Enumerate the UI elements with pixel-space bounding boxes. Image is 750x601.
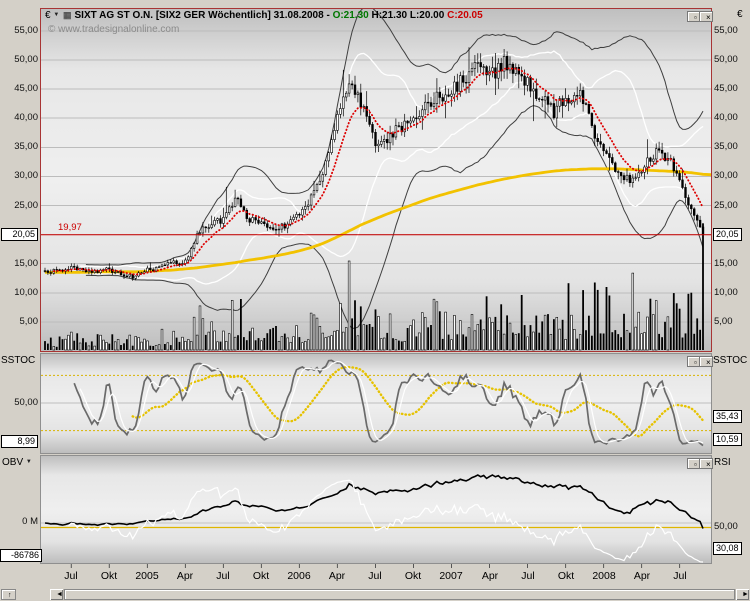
price-y-tick-label: 55,00 <box>14 24 38 36</box>
chevron-down-icon: ▼ <box>25 459 32 465</box>
pane-up-button[interactable]: ↑ <box>1 589 16 600</box>
chevron-down-icon: ▼ <box>53 12 60 18</box>
obv-rsi-panel[interactable] <box>40 455 712 564</box>
price-y-tick-label: 50,00 <box>714 54 738 65</box>
scroll-right-button[interactable]: ► <box>736 589 749 600</box>
time-axis-label: Okt <box>100 570 118 582</box>
price-y-tick-label: 40,00 <box>714 112 738 124</box>
time-axis-label: Okt <box>404 570 422 582</box>
time-axis-label: 2008 <box>592 570 616 582</box>
price-y-tick-label: 40,00 <box>14 112 38 124</box>
price-y-tick-label: 25,00 <box>14 199 38 211</box>
stochastic-panel[interactable] <box>40 353 712 454</box>
stoch-label-left: SSTOC <box>1 355 36 366</box>
time-axis-label: Jul <box>521 570 535 582</box>
stoch-y-tick-label: 50,00 <box>14 397 38 408</box>
chart-title: ▦ SIXT AG ST O.N. [SIX2 GER Wöchentlich] … <box>63 10 483 21</box>
time-axis-label: Jul <box>64 570 78 582</box>
time-axis-label: 2005 <box>135 570 159 582</box>
time-axis-label: Apr <box>633 570 651 582</box>
price-y-tick-label: 45,00 <box>714 83 738 95</box>
time-axis-label: Jul <box>673 570 687 582</box>
time-axis-label: 2006 <box>287 570 311 582</box>
time-axis-label: Jul <box>368 570 382 582</box>
price-y-tick-label: 50,00 <box>14 54 38 65</box>
price-badge-right: 20,05 <box>713 228 742 241</box>
price-badge-left: 20,05 <box>1 228 38 241</box>
rsi-value-badge: 30,08 <box>713 542 742 555</box>
price-y-tick-label: 30,00 <box>714 170 738 182</box>
price-y-tick-label: 10,00 <box>14 286 38 298</box>
instrument-name: SIXT AG ST O.N. <box>74 10 154 21</box>
time-axis-label: 2007 <box>439 570 463 582</box>
stoch-value-badge-2: 10,59 <box>713 433 742 446</box>
time-axis-label: Apr <box>328 570 346 582</box>
scroll-left-button[interactable]: ◄ <box>50 589 63 600</box>
stoch-indicator-dropdown[interactable]: SSTOC <box>1 355 35 366</box>
rsi-y-tick-label: 50,00 <box>714 521 738 532</box>
time-axis-label: Apr <box>481 570 499 582</box>
price-y-tick-label: 5,00 <box>19 315 39 327</box>
price-y-tick-label: 30,00 <box>14 170 38 182</box>
price-y-tick-label: 15,00 <box>714 257 738 269</box>
obv-indicator-dropdown[interactable]: OBV ▼ <box>2 457 32 468</box>
price-y-tick-label: 45,00 <box>14 83 38 95</box>
close-panel-button[interactable]: × <box>699 356 713 367</box>
scrollbar-thumb[interactable] <box>64 589 735 600</box>
time-axis-label: Apr <box>176 570 194 582</box>
time-axis-label: Okt <box>557 570 575 582</box>
rsi-label-right: RSI <box>714 457 731 468</box>
close-panel-button[interactable]: × <box>699 11 713 22</box>
price-y-tick-label: 5,00 <box>714 315 733 327</box>
price-y-tick-label: 55,00 <box>714 24 738 36</box>
watermark: © www.tradesignalonline.com <box>48 24 180 35</box>
horizontal-scrollbar-track[interactable]: ◄ ► <box>50 589 749 600</box>
high-value: H:21.30 <box>371 10 408 21</box>
instrument-icon: ▦ <box>63 10 72 20</box>
obv-zero-tick-label: 0 M <box>22 516 38 527</box>
stoch-label-right: SSTOC <box>713 355 748 366</box>
price-y-tick-label: 15,00 <box>14 257 38 269</box>
price-y-tick-label: 25,00 <box>714 199 738 211</box>
open-value: O:21.30 <box>332 10 369 21</box>
time-axis-label: Okt <box>252 570 270 582</box>
instrument-detail: [SIX2 GER Wöchentlich] 31.08.2008 - <box>155 10 330 21</box>
low-value: L:20.00 <box>409 10 445 21</box>
currency-unit-label: € <box>45 10 51 21</box>
stoch-value-badge-left: 8,99 <box>1 435 38 448</box>
price-y-tick-label: 35,00 <box>14 141 38 153</box>
time-axis-label: Jul <box>216 570 230 582</box>
price-axis-unit-dropdown[interactable]: € ▼ <box>45 10 59 21</box>
price-y-tick-label: 10,00 <box>714 286 738 298</box>
obv-value-badge: -86786 <box>0 549 42 562</box>
right-axis-unit-label: € <box>737 9 743 20</box>
close-panel-button[interactable]: × <box>699 458 713 469</box>
stoch-value-badge-1: 35,43 <box>713 410 742 423</box>
price-y-tick-label: 35,00 <box>714 141 738 153</box>
close-value: C:20.05 <box>447 10 483 21</box>
obv-label-left: OBV <box>2 457 24 468</box>
price-panel[interactable] <box>40 8 712 352</box>
alert-line-label: 19,97 <box>58 222 82 233</box>
